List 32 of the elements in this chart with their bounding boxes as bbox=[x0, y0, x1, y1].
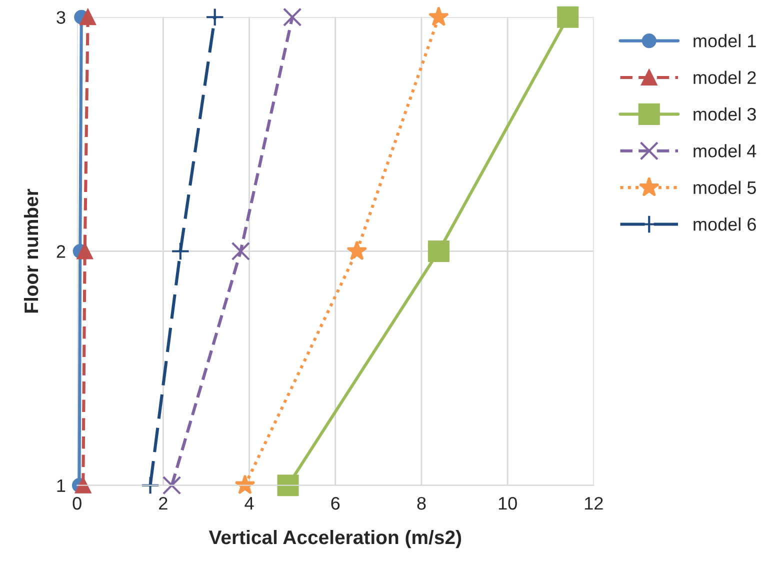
legend-label: model 1 bbox=[694, 34, 756, 48]
point bbox=[277, 474, 299, 496]
legend-label: model 5 bbox=[694, 180, 756, 194]
x-tick-label: 2 bbox=[159, 496, 168, 510]
y-tick-label: 3 bbox=[56, 11, 66, 24]
point bbox=[557, 6, 579, 28]
point bbox=[205, 8, 224, 27]
x-tick-label: 12 bbox=[585, 496, 603, 510]
x-tick-label: 8 bbox=[417, 496, 426, 510]
y-axis-title: Floor number bbox=[24, 188, 38, 313]
point bbox=[80, 9, 96, 26]
legend-label: model 6 bbox=[694, 218, 756, 231]
x-tick-label: 6 bbox=[331, 496, 340, 510]
legend-label: model 3 bbox=[694, 107, 756, 121]
x-tick-label: 4 bbox=[244, 497, 254, 510]
point bbox=[231, 242, 250, 261]
point bbox=[140, 476, 160, 495]
x-tick-label: 10 bbox=[498, 496, 517, 510]
y-tick-label: 1 bbox=[57, 479, 66, 492]
legend-label: model 4 bbox=[694, 144, 756, 158]
point bbox=[428, 6, 449, 26]
point bbox=[76, 243, 93, 260]
x-axis-title: Vertical Acceleration (m/s2) bbox=[208, 530, 462, 548]
point bbox=[346, 240, 368, 260]
point bbox=[282, 8, 302, 27]
legend-label: model 2 bbox=[694, 70, 756, 84]
x-tick-label: 0 bbox=[72, 496, 82, 510]
point bbox=[428, 240, 450, 262]
point bbox=[162, 476, 182, 495]
point bbox=[171, 242, 190, 261]
point bbox=[75, 477, 92, 494]
y-tick-label: 2 bbox=[56, 245, 66, 258]
